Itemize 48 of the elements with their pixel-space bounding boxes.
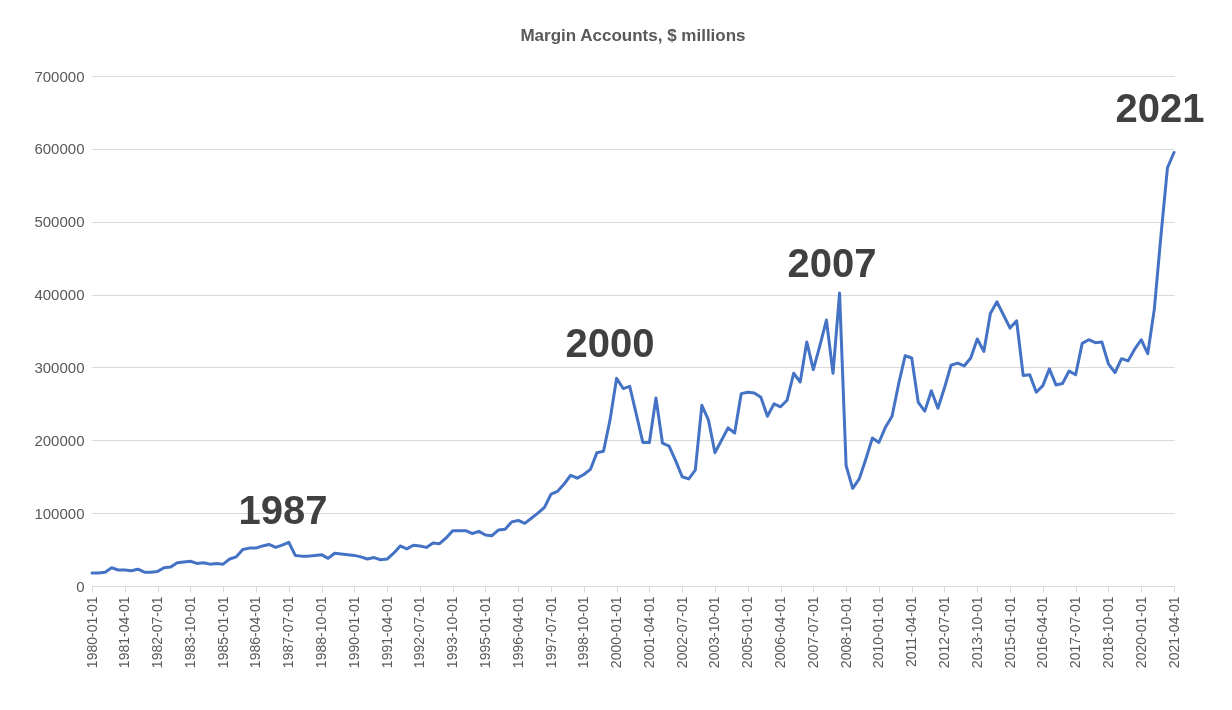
x-tick-label: 2017-07-01 bbox=[1067, 596, 1084, 669]
x-tick-label: 2005-01-01 bbox=[739, 596, 756, 669]
x-tick-label: 2013-10-01 bbox=[968, 596, 985, 669]
chart-title: Margin Accounts, $ millions bbox=[520, 26, 746, 45]
x-tick-label: 2001-04-01 bbox=[640, 596, 657, 669]
x-tick-label: 2012-07-01 bbox=[935, 596, 952, 669]
x-tick-label: 1997-07-01 bbox=[542, 596, 559, 669]
x-tick-label: 1992-07-01 bbox=[411, 596, 428, 669]
x-tick-label: 2011-04-01 bbox=[903, 596, 920, 668]
x-tick-label: 1981-04-01 bbox=[116, 596, 133, 669]
annotation: 2000 bbox=[565, 321, 655, 365]
x-tick-label: 2016-04-01 bbox=[1034, 596, 1051, 669]
annotation: 2007 bbox=[787, 241, 877, 285]
x-tick-label: 1988-10-01 bbox=[313, 596, 330, 669]
x-tick-label: 2006-04-01 bbox=[772, 596, 789, 669]
x-tick-label: 1982-07-01 bbox=[149, 596, 166, 669]
y-tick-label: 0 bbox=[76, 577, 85, 595]
x-tick-label: 2000-01-01 bbox=[608, 596, 625, 669]
x-tick-label: 1998-10-01 bbox=[575, 596, 592, 669]
x-tick-label: 2008-10-01 bbox=[837, 596, 854, 669]
line-series bbox=[90, 151, 1176, 575]
x-tick-label: 1990-01-01 bbox=[345, 596, 362, 669]
x-tick-label: 2007-07-01 bbox=[804, 596, 821, 669]
x-tick-label: 1996-04-01 bbox=[509, 596, 526, 669]
x-tick-label: 2018-10-01 bbox=[1099, 596, 1116, 669]
y-tick-label: 700000 bbox=[34, 67, 85, 85]
x-tick-label: 2010-01-01 bbox=[870, 596, 887, 669]
x-tick-label: 2003-10-01 bbox=[706, 596, 723, 669]
y-tick-label: 600000 bbox=[34, 140, 85, 158]
y-tick-label: 200000 bbox=[34, 431, 85, 449]
x-tick-label: 1985-01-01 bbox=[214, 596, 231, 669]
y-tick-label: 100000 bbox=[34, 504, 85, 522]
x-tick-label: 1993-10-01 bbox=[444, 596, 461, 669]
x-tick-label: 2021-04-01 bbox=[1165, 596, 1182, 669]
y-tick-label: 500000 bbox=[34, 213, 85, 231]
annotation: 1987 bbox=[238, 488, 328, 532]
x-tick-label: 1983-10-01 bbox=[181, 596, 198, 669]
x-tick-label: 1987-07-01 bbox=[280, 596, 297, 669]
y-tick-label: 400000 bbox=[34, 286, 85, 304]
x-tick-label: 2020-01-01 bbox=[1132, 596, 1149, 669]
x-tick-label: 1986-04-01 bbox=[247, 596, 264, 669]
x-tick-label: 1991-04-01 bbox=[378, 596, 395, 669]
x-tick-label: 1995-01-01 bbox=[476, 596, 493, 669]
y-tick-label: 300000 bbox=[34, 358, 85, 376]
annotation: 2021 bbox=[1115, 86, 1205, 130]
x-tick-label: 1980-01-01 bbox=[83, 596, 100, 669]
x-tick-label: 2002-07-01 bbox=[673, 596, 690, 669]
x-tick-label: 2015-01-01 bbox=[1001, 596, 1018, 669]
